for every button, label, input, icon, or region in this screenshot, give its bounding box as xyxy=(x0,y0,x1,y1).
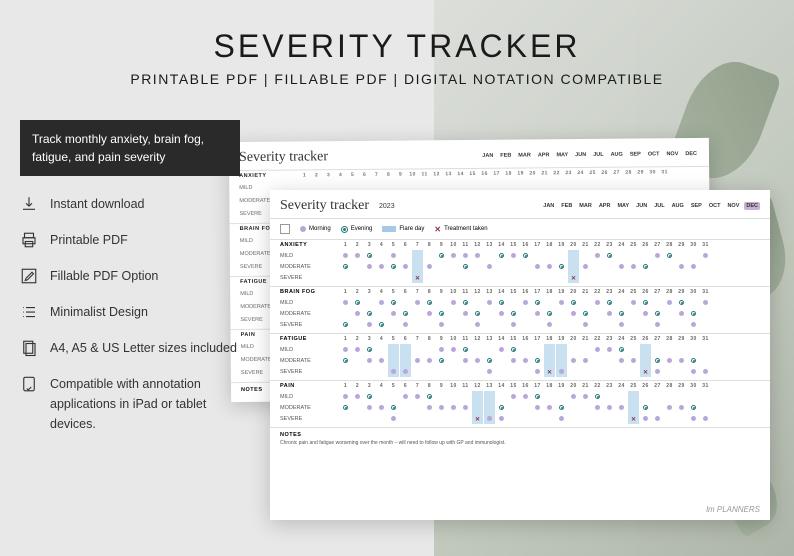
month-sep: SEP xyxy=(689,202,704,210)
month-jun: JUN xyxy=(573,151,588,159)
sheet-script-title: Severity tracker xyxy=(239,149,328,166)
month-aug: AUG xyxy=(670,202,686,210)
month-dec: DEC xyxy=(744,202,760,210)
evening-dot-icon xyxy=(341,226,348,233)
month-feb: FEB xyxy=(559,202,574,210)
feature-item: Minimalist Design xyxy=(20,302,240,322)
month-apr: APR xyxy=(597,202,613,210)
feature-item: Fillable PDF Option xyxy=(20,266,240,286)
brand-logo: lm PLANNERS xyxy=(706,505,760,514)
month-apr: APR xyxy=(536,151,552,159)
sheet-script-title: Severity tracker xyxy=(280,198,369,214)
notes-section: NOTES Chronic pain and fatigue worsening… xyxy=(270,428,770,450)
month-jan: JAN xyxy=(480,152,495,160)
list-icon xyxy=(20,303,38,321)
promo-highlight: Track monthly anxiety, brain fog, fatigu… xyxy=(20,120,240,176)
tracker-sheet-filled: Severity tracker 2023 JANFEBMARAPRMAYJUN… xyxy=(270,190,770,520)
month-nov: NOV xyxy=(725,202,741,210)
header: SEVERITY TRACKER PRINTABLE PDF | FILLABL… xyxy=(0,28,794,87)
page-subtitle: PRINTABLE PDF | FILLABLE PDF | DIGITAL N… xyxy=(0,71,794,87)
page-title: SEVERITY TRACKER xyxy=(0,28,794,65)
sheet-year: 2023 xyxy=(379,203,395,210)
treatment-cross-icon: ✕ xyxy=(434,225,441,234)
morning-dot-icon xyxy=(300,226,306,232)
month-oct: OCT xyxy=(646,150,662,158)
month-sep: SEP xyxy=(628,150,643,158)
pages-icon xyxy=(20,339,38,357)
notes-text: Chronic pain and fatigue worsening over … xyxy=(280,440,760,446)
month-mar: MAR xyxy=(577,202,594,210)
month-dec: DEC xyxy=(683,150,699,158)
month-feb: FEB xyxy=(498,152,513,160)
edit-icon xyxy=(20,267,38,285)
section-fatigue: FATIGUE123456789101112131415161718192021… xyxy=(270,334,770,381)
section-brain-fog: BRAIN FOG1234567891011121314151617181920… xyxy=(270,287,770,334)
month-jul: JUL xyxy=(652,202,666,210)
feature-item: Compatible with annotation applications … xyxy=(20,374,240,434)
tablet-icon xyxy=(20,375,38,393)
month-jul: JUL xyxy=(591,151,605,159)
month-jun: JUN xyxy=(634,202,649,210)
month-nov: NOV xyxy=(664,150,680,158)
feature-item: Instant download xyxy=(20,194,240,214)
month-oct: OCT xyxy=(707,202,723,210)
print-icon xyxy=(20,231,38,249)
feature-item: A4, A5 & US Letter sizes included xyxy=(20,338,240,358)
month-may: MAY xyxy=(554,151,570,159)
section-anxiety: ANXIETY123456789101112131415161718192021… xyxy=(270,240,770,287)
feature-item: Printable PDF xyxy=(20,230,240,250)
month-jan: JAN xyxy=(541,202,556,210)
promo-sidebar: Track monthly anxiety, brain fog, fatigu… xyxy=(20,120,240,450)
month-aug: AUG xyxy=(609,151,625,159)
download-icon xyxy=(20,195,38,213)
legend: Morning Evening Flare day ✕Treatment tak… xyxy=(270,219,770,240)
flare-swatch-icon xyxy=(382,226,396,232)
month-mar: MAR xyxy=(516,151,533,159)
month-may: MAY xyxy=(615,202,631,210)
section-pain: PAIN123456789101112131415161718192021222… xyxy=(270,381,770,428)
